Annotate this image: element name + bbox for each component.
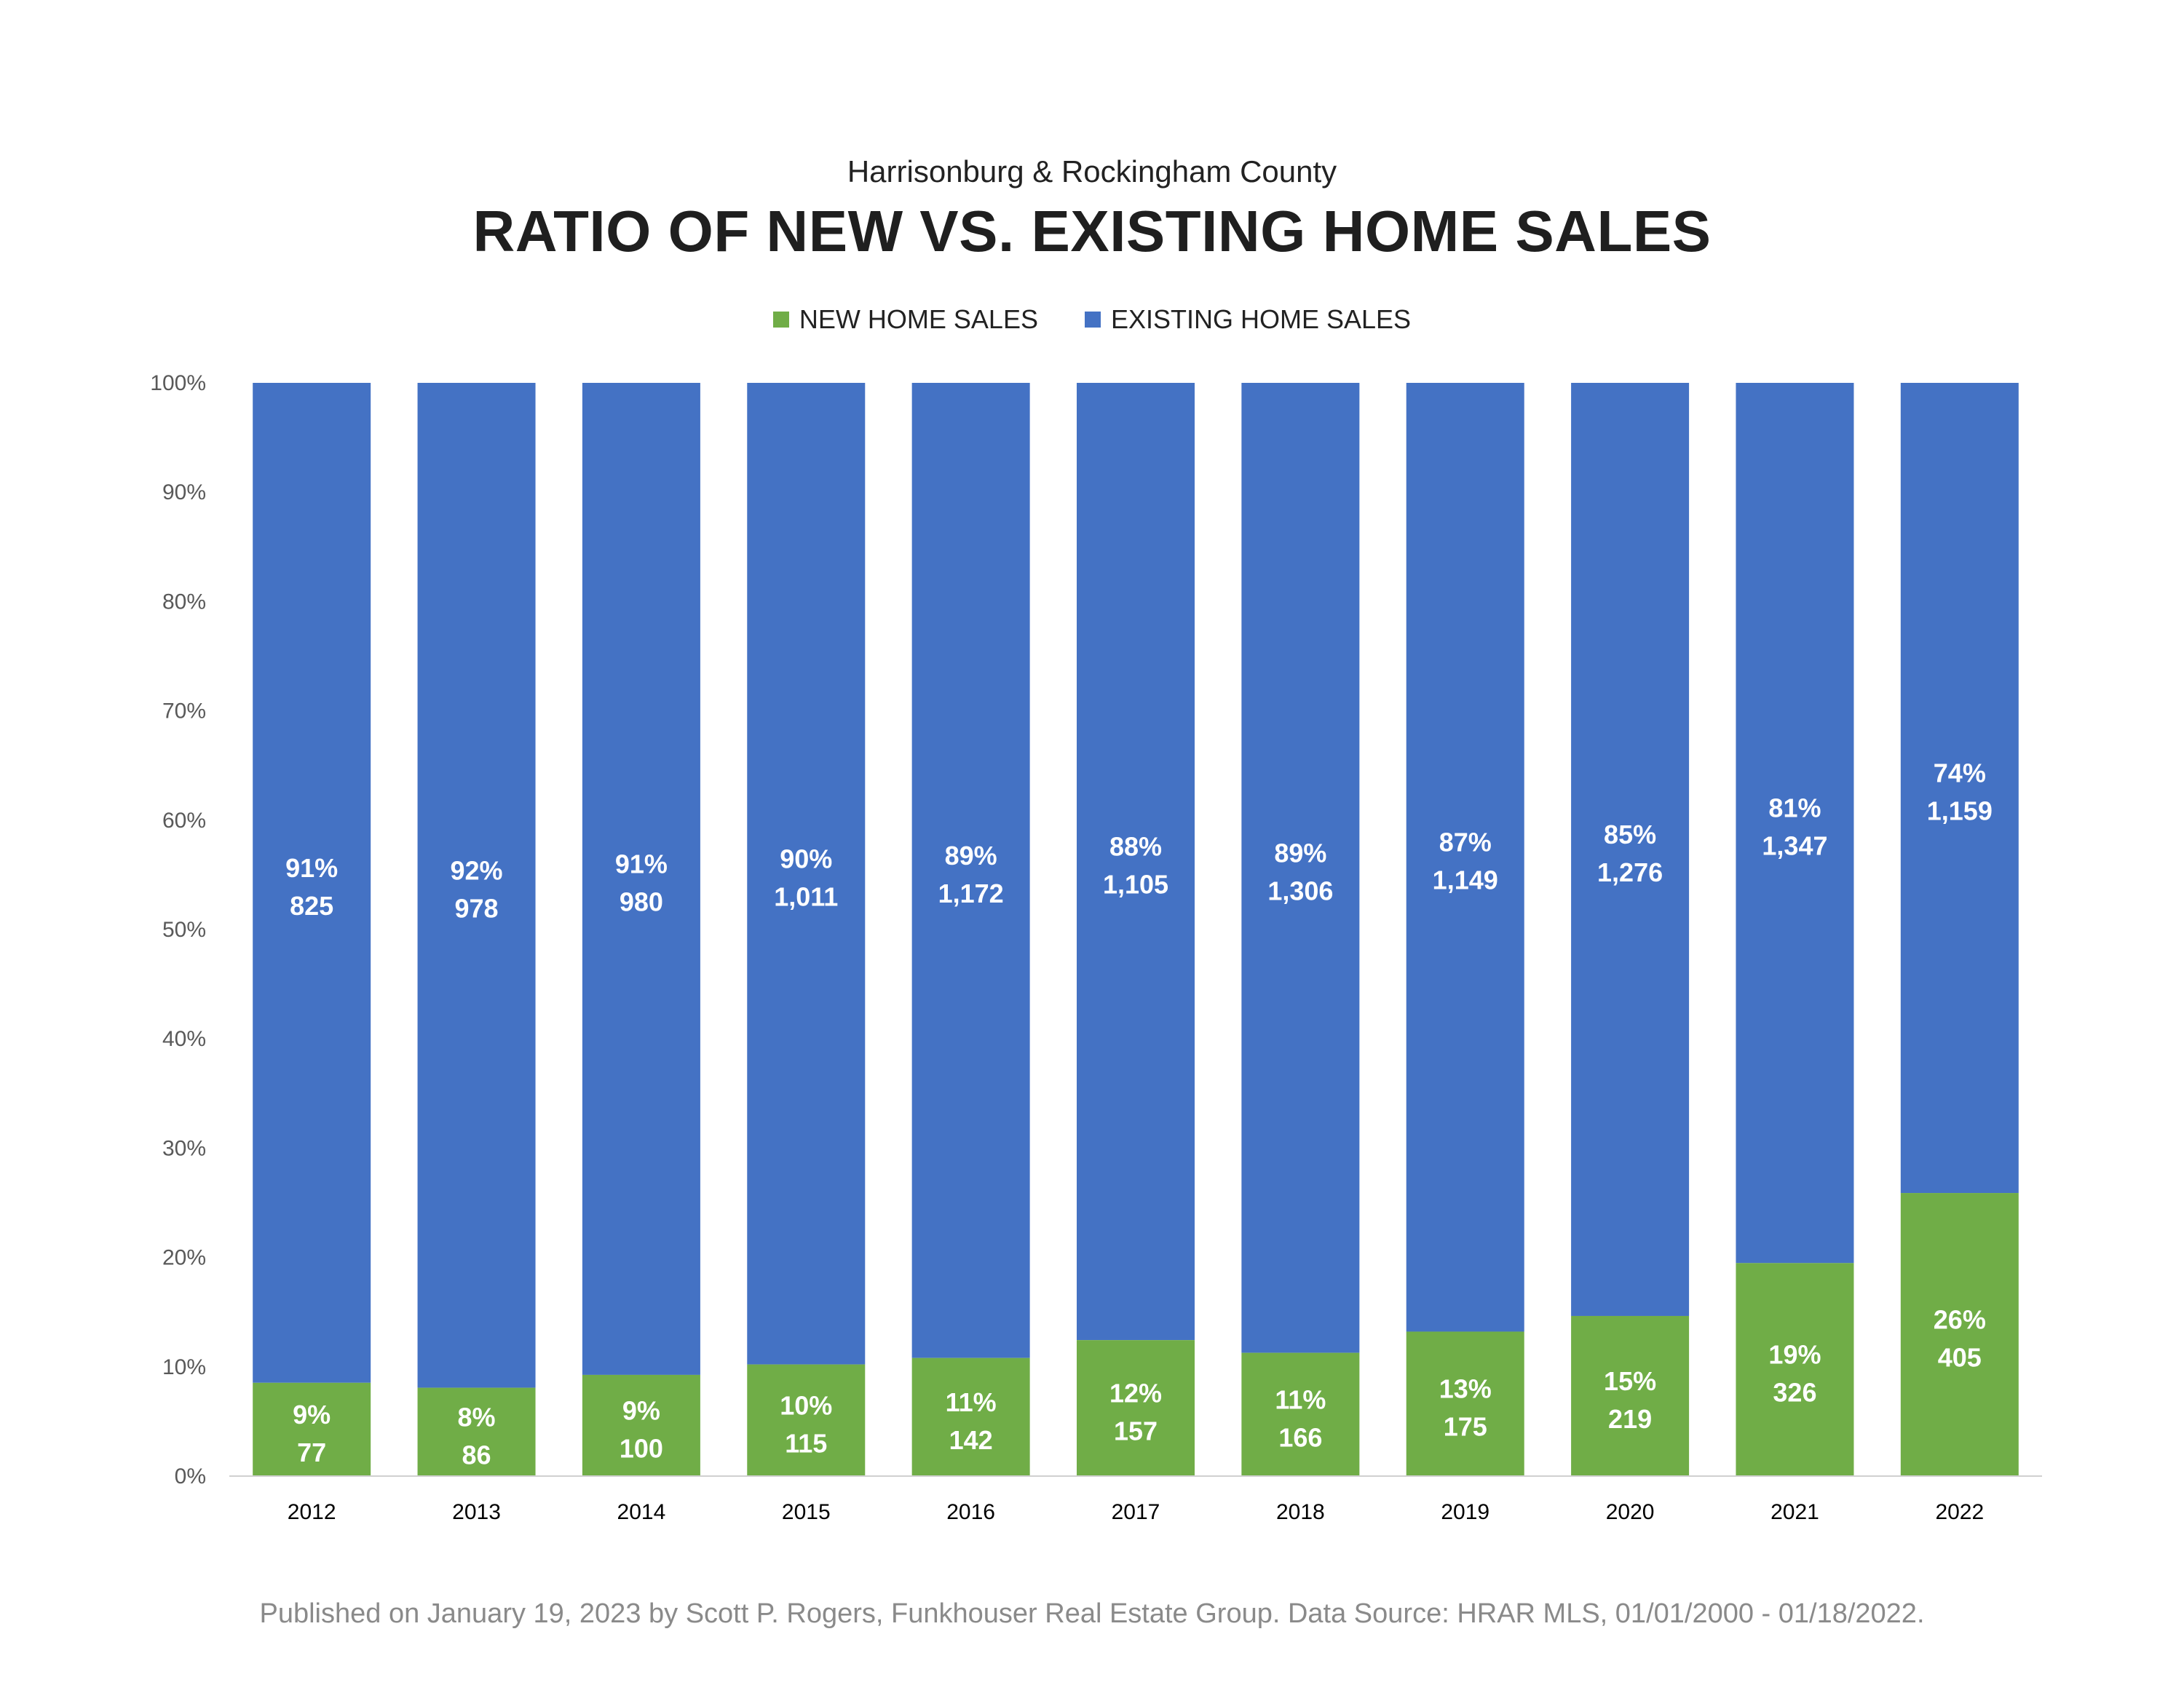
bar-new-2016 xyxy=(911,1357,1030,1476)
bar-new-2015 xyxy=(747,1364,866,1476)
bar-new-2012 xyxy=(253,1382,371,1476)
data-label-existing-count: 1,172 xyxy=(938,879,1004,908)
bar-existing-2013 xyxy=(417,383,536,1388)
y-tick-label: 10% xyxy=(162,1355,206,1379)
data-label-existing-count: 1,347 xyxy=(1762,831,1827,861)
y-tick-label: 80% xyxy=(162,590,206,614)
data-label-new-count: 115 xyxy=(785,1428,827,1458)
data-label-new-percent: 11% xyxy=(1275,1384,1326,1414)
data-label-new-percent: 8% xyxy=(458,1402,496,1432)
x-tick-label: 2015 xyxy=(782,1500,831,1524)
data-label-new-percent: 13% xyxy=(1439,1374,1492,1404)
data-label-new-percent: 9% xyxy=(622,1395,660,1425)
legend-item-new: NEW HOME SALES xyxy=(772,304,1038,335)
data-label-new-count: 86 xyxy=(462,1440,491,1470)
bar-existing-2020 xyxy=(1571,383,1690,1316)
data-label-existing-percent: 90% xyxy=(780,844,832,873)
x-tick-label: 2014 xyxy=(617,1500,666,1524)
y-tick-label: 100% xyxy=(150,371,206,395)
bar-existing-2019 xyxy=(1406,383,1524,1332)
x-tick-label: 2021 xyxy=(1770,1500,1819,1524)
bar-new-2017 xyxy=(1077,1340,1195,1476)
data-label-new-percent: 12% xyxy=(1109,1379,1162,1408)
bar-existing-2018 xyxy=(1241,383,1360,1353)
data-label-existing-count: 1,159 xyxy=(1927,796,1993,826)
data-label-new-percent: 10% xyxy=(780,1390,832,1420)
data-label-existing-percent: 85% xyxy=(1604,820,1656,849)
data-label-new-percent: 9% xyxy=(293,1400,331,1430)
x-tick-label: 2017 xyxy=(1112,1500,1160,1524)
data-label-new-count: 166 xyxy=(1278,1422,1322,1452)
y-tick-label: 0% xyxy=(175,1464,206,1488)
bar-existing-2012 xyxy=(253,383,371,1383)
chart-subtitle: Harrisonburg & Rockingham County xyxy=(847,154,1337,189)
data-label-new-count: 405 xyxy=(1938,1343,1982,1373)
data-label-new-percent: 11% xyxy=(946,1387,997,1417)
bar-new-2014 xyxy=(582,1374,700,1476)
bar-new-2022 xyxy=(1900,1193,2019,1476)
data-label-new-count: 100 xyxy=(620,1433,663,1463)
data-label-existing-percent: 88% xyxy=(1109,832,1162,862)
bar-existing-2017 xyxy=(1077,383,1195,1341)
x-tick-label: 2016 xyxy=(946,1500,995,1524)
data-label-existing-percent: 91% xyxy=(615,849,668,879)
bar-new-2019 xyxy=(1406,1331,1524,1476)
data-label-existing-count: 1,306 xyxy=(1267,876,1333,905)
footer-source-note: Published on January 19, 2023 by Scott P… xyxy=(259,1598,1925,1629)
y-tick-label: 90% xyxy=(162,480,206,504)
data-label-new-count: 219 xyxy=(1608,1404,1652,1434)
bar-existing-2021 xyxy=(1736,383,1854,1264)
data-label-new-count: 175 xyxy=(1444,1412,1487,1442)
y-tick-label: 30% xyxy=(162,1136,206,1160)
y-tick-label: 70% xyxy=(162,699,206,723)
data-label-new-percent: 15% xyxy=(1604,1366,1656,1396)
bar-existing-2014 xyxy=(582,383,700,1375)
data-label-new-count: 326 xyxy=(1773,1378,1816,1408)
data-label-existing-percent: 89% xyxy=(1274,838,1326,868)
data-label-new-percent: 19% xyxy=(1768,1340,1821,1370)
data-label-new-count: 77 xyxy=(297,1438,326,1467)
data-label-existing-percent: 87% xyxy=(1439,828,1492,857)
y-tick-label: 40% xyxy=(162,1027,206,1051)
bar-new-2021 xyxy=(1736,1263,1854,1476)
legend: NEW HOME SALES EXISTING HOME SALES xyxy=(0,304,2184,335)
data-label-existing-percent: 89% xyxy=(945,841,997,871)
x-tick-label: 2012 xyxy=(288,1500,336,1524)
legend-swatch-new xyxy=(772,312,789,328)
data-label-existing-percent: 81% xyxy=(1768,793,1821,823)
legend-swatch-existing xyxy=(1084,312,1101,328)
y-tick-label: 60% xyxy=(162,809,206,833)
legend-label-existing: EXISTING HOME SALES xyxy=(1110,304,1412,334)
legend-item-existing: EXISTING HOME SALES xyxy=(1084,304,1412,335)
y-tick-label: 20% xyxy=(162,1246,206,1270)
data-label-existing-percent: 92% xyxy=(451,855,503,885)
data-label-existing-count: 1,276 xyxy=(1597,857,1663,887)
bar-new-2020 xyxy=(1571,1315,1690,1476)
x-tick-label: 2013 xyxy=(452,1500,501,1524)
data-label-existing-count: 978 xyxy=(455,893,499,923)
data-label-existing-count: 1,105 xyxy=(1103,870,1168,900)
data-label-new-count: 142 xyxy=(949,1425,993,1455)
x-tick-label: 2022 xyxy=(1935,1500,1984,1524)
data-label-existing-percent: 74% xyxy=(1934,758,1986,788)
x-tick-label: 2018 xyxy=(1276,1500,1325,1524)
stacked-bar-chart: 0% 10% 20% 30% 40% 50% 60% 70% 80% 90% 100% 91% 825 9… xyxy=(150,371,2042,1524)
y-tick-label: 50% xyxy=(162,918,206,942)
bar-existing-2022 xyxy=(1900,383,2019,1194)
data-label-existing-count: 1,011 xyxy=(774,881,838,911)
bar-existing-2015 xyxy=(747,383,866,1365)
bar-existing-2016 xyxy=(911,383,1030,1358)
data-label-existing-count: 1,149 xyxy=(1433,865,1498,895)
legend-label-new: NEW HOME SALES xyxy=(799,304,1038,334)
data-label-new-percent: 26% xyxy=(1934,1305,1986,1335)
data-label-new-count: 157 xyxy=(1114,1416,1158,1446)
bar-new-2013 xyxy=(417,1387,536,1476)
bar-new-2018 xyxy=(1241,1352,1360,1476)
chart-title: RATIO OF NEW VS. EXISTING HOME SALES xyxy=(472,199,1712,263)
x-tick-label: 2019 xyxy=(1441,1500,1489,1524)
data-label-existing-count: 825 xyxy=(290,891,333,921)
data-label-existing-percent: 91% xyxy=(285,853,338,883)
x-tick-label: 2020 xyxy=(1606,1500,1655,1524)
data-label-existing-count: 980 xyxy=(620,887,663,916)
